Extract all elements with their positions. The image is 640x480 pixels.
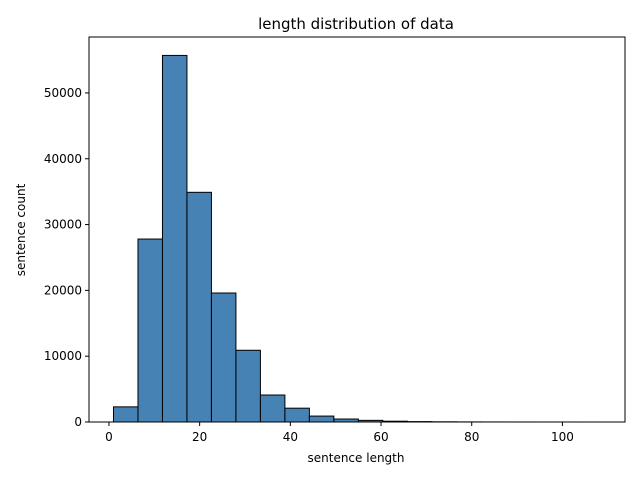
histogram-bar-1 [137,238,163,423]
y-axis-label: sentence count [14,183,28,276]
histogram-bar-8 [308,415,335,423]
x-tick-label: 80 [464,430,479,444]
x-tick-label: 40 [283,430,298,444]
y-tick-label: 30000 [44,218,82,232]
y-axis-ticks: 0 10000 20000 30000 40000 50000 [44,86,89,429]
x-tick-label: 20 [192,430,207,444]
x-tick-label: 100 [551,430,574,444]
bars-group [112,54,604,423]
y-tick-label: 0 [74,415,82,429]
histogram-bar-0 [112,406,139,423]
x-axis-ticks: 0 20 40 60 80 100 [105,422,574,444]
y-tick-label: 40000 [44,152,82,166]
chart-title: length distribution of data [258,15,454,33]
histogram-bar-5 [235,349,261,423]
histogram-bar-6 [259,394,286,423]
histogram-bar-4 [210,292,237,423]
y-tick-label: 20000 [44,283,82,297]
x-tick-label: 60 [373,430,388,444]
y-tick-label: 10000 [44,349,82,363]
histogram-bar-2 [161,54,188,423]
histogram-bar-7 [284,407,310,423]
y-tick-label: 50000 [44,86,82,100]
x-tick-label: 0 [105,430,113,444]
x-axis-label: sentence length [308,451,405,465]
plot-frame [88,36,626,423]
histogram-bar-3 [186,191,212,423]
